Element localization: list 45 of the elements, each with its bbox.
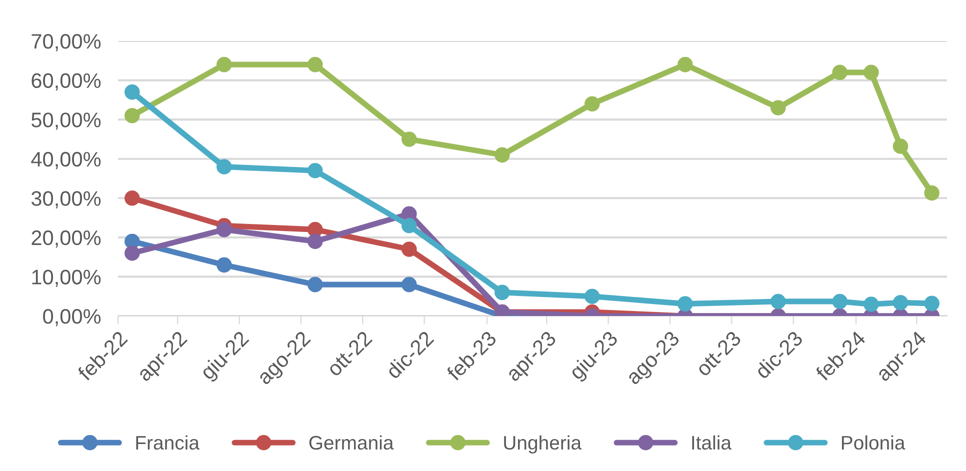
point bbox=[308, 163, 323, 178]
point bbox=[308, 234, 323, 249]
point bbox=[402, 242, 417, 257]
point bbox=[864, 296, 879, 312]
point bbox=[678, 56, 693, 72]
point bbox=[308, 276, 323, 292]
point bbox=[832, 64, 848, 80]
y-tick-label: 30,00% bbox=[31, 191, 101, 208]
point bbox=[584, 288, 600, 304]
point bbox=[124, 246, 140, 261]
point bbox=[216, 56, 232, 72]
point bbox=[216, 222, 232, 238]
y-tick-label: 20,00% bbox=[32, 230, 101, 248]
point bbox=[892, 295, 908, 310]
point bbox=[402, 218, 417, 234]
point bbox=[308, 56, 323, 72]
point bbox=[584, 96, 600, 112]
point bbox=[402, 132, 417, 147]
legend-label: Italia bbox=[692, 435, 732, 450]
point bbox=[924, 185, 940, 201]
y-tick-label: 50,00% bbox=[32, 112, 101, 130]
y-tick-label: 60,00% bbox=[32, 73, 101, 90]
point bbox=[124, 190, 140, 206]
point bbox=[770, 100, 786, 116]
point bbox=[494, 147, 510, 163]
point bbox=[124, 108, 140, 124]
y-tick-label: 10,00% bbox=[32, 270, 101, 287]
y-tick-label: 40,00% bbox=[31, 152, 101, 170]
legend-label: Polonia bbox=[842, 435, 906, 450]
legend-label: Francia bbox=[136, 435, 200, 450]
point bbox=[216, 159, 232, 174]
point bbox=[892, 138, 908, 154]
point bbox=[494, 284, 510, 300]
legend-label: Ungheria bbox=[504, 435, 582, 454]
point bbox=[832, 294, 848, 310]
point bbox=[924, 296, 940, 312]
point bbox=[678, 296, 693, 312]
y-tick-label: 0,00% bbox=[43, 309, 101, 326]
point bbox=[216, 257, 232, 273]
point bbox=[770, 294, 786, 310]
point bbox=[124, 84, 140, 100]
y-tick-label: 70,00% bbox=[32, 34, 101, 52]
legend-label: Germania bbox=[309, 435, 394, 450]
point bbox=[402, 276, 417, 292]
point bbox=[864, 64, 879, 80]
